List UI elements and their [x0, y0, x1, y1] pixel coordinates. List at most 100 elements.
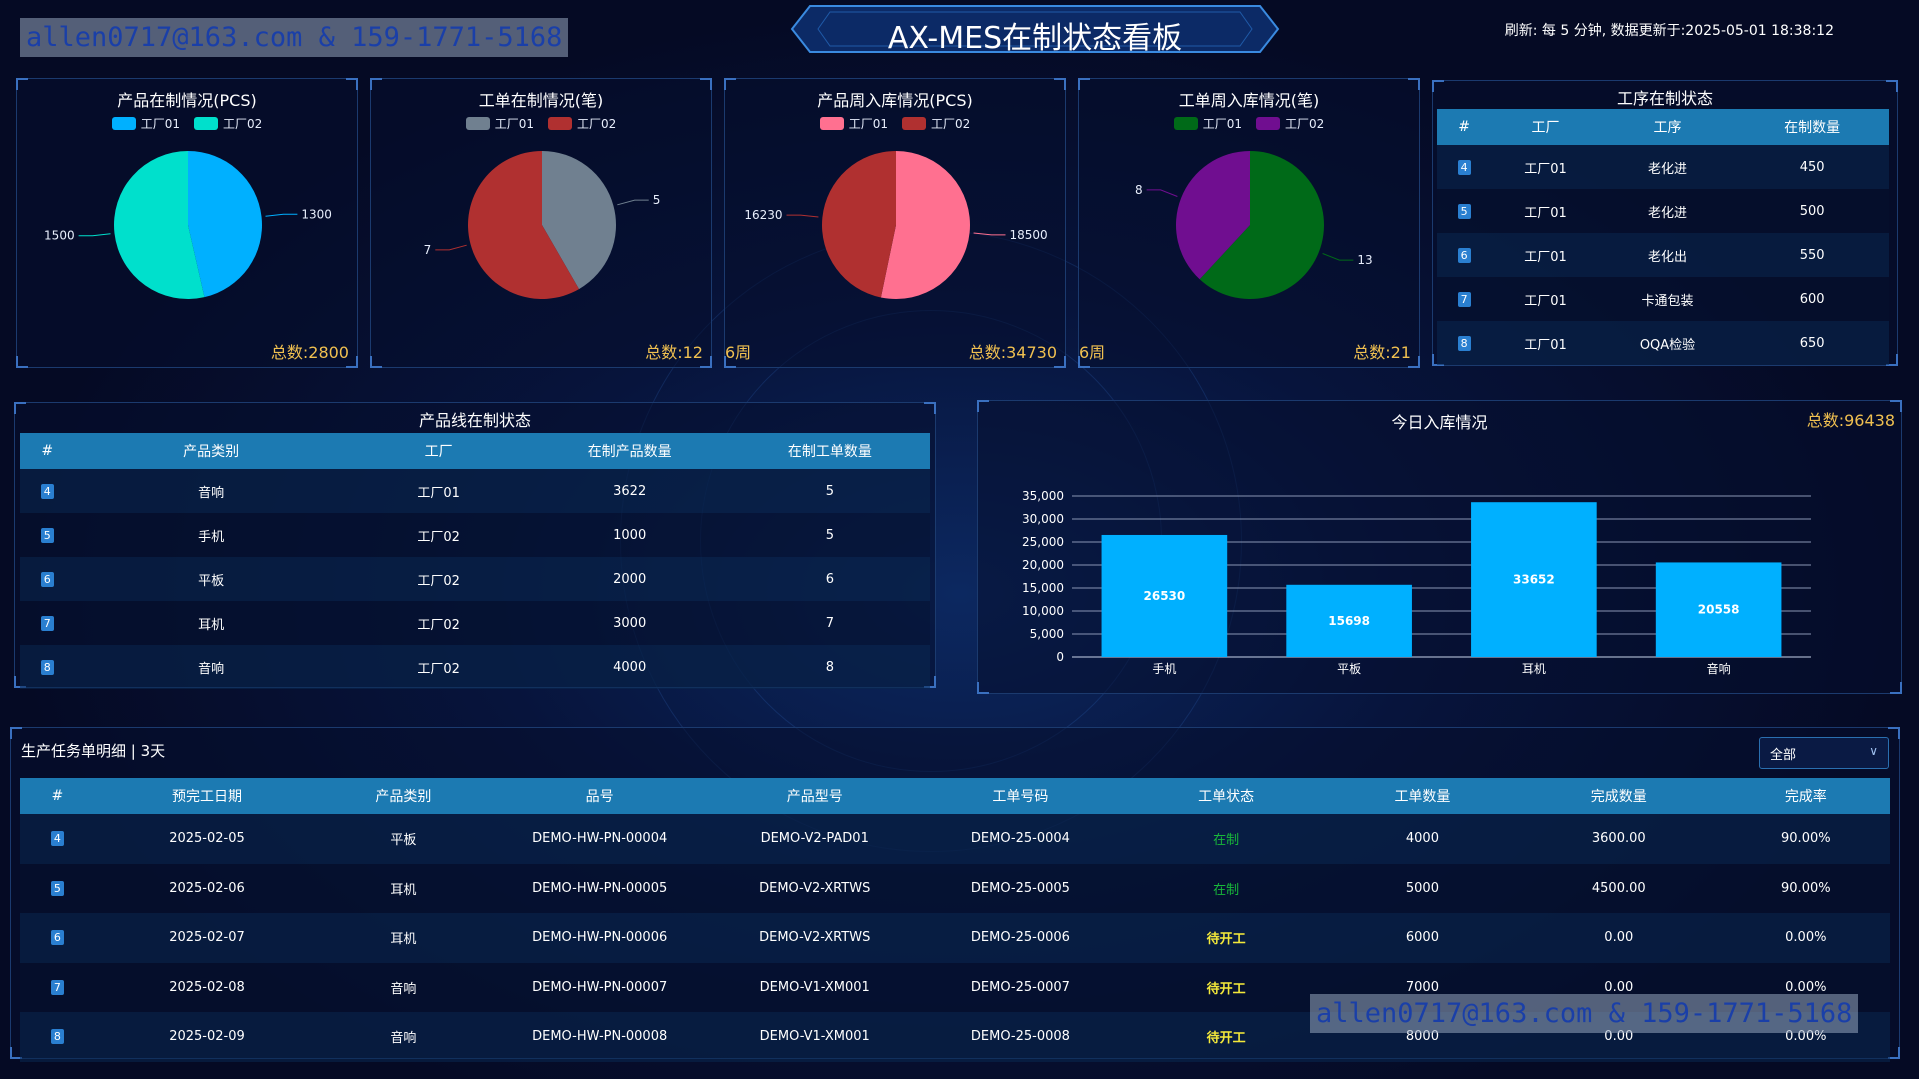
legend-item[interactable]: 工厂01	[1173, 115, 1242, 132]
pie-total: 总数:2800	[270, 343, 349, 362]
row-index-badge: 5	[1457, 203, 1471, 219]
table-row[interactable]: 4 音响 工厂01 3622 5	[20, 469, 930, 513]
pie-slice-label: 5	[653, 193, 661, 207]
pie-title: 工单在制情况(笔)	[478, 91, 604, 110]
pie-legend: 工厂01 工厂02	[371, 115, 711, 132]
legend-label: 工厂02	[577, 117, 617, 131]
product-line-table: # 产品类别 工厂 在制产品数量 在制工单数量 4 音响 工厂01 3622 5 5 手机 工厂02 1…	[20, 433, 930, 689]
column-header: 工单状态	[1123, 778, 1329, 814]
column-header: 工单数量	[1328, 778, 1516, 814]
table-row[interactable]: 5 工厂01 老化进 500	[1437, 189, 1889, 233]
legend-item[interactable]: 工厂01	[465, 115, 534, 132]
table-cell: 老化出	[1647, 249, 1687, 265]
table-cell: 4500.00	[1591, 880, 1646, 896]
table-cell: 工厂01	[1524, 161, 1567, 177]
legend-label: 工厂01	[1202, 117, 1242, 131]
row-index-cell: 8	[20, 1012, 95, 1062]
table-row[interactable]: 5 2025-02-06 耳机 DEMO-HW-PN-00005 DEMO-V2-XRT…	[20, 863, 1890, 913]
row-index-badge: 4	[50, 831, 64, 847]
process-status-title: 工序在制状态	[1616, 89, 1713, 108]
row-index-badge: 4	[40, 483, 54, 499]
table-cell: DEMO-25-0006	[970, 930, 1070, 946]
table-cell: 耳机	[198, 617, 225, 633]
table-cell: DEMO-25-0004	[970, 831, 1070, 847]
table-row[interactable]: 7 工厂01 卡通包装 600	[1437, 277, 1889, 321]
pie-total: 总数:12	[645, 343, 703, 362]
pie-slice[interactable]	[1199, 151, 1324, 299]
table-row[interactable]: 4 工厂01 老化进 450	[1437, 145, 1889, 189]
table-cell: DEMO-25-0007	[970, 979, 1070, 995]
table-cell: 工厂01	[1524, 205, 1567, 221]
x-tick-label: 耳机	[1522, 662, 1546, 676]
y-tick-label: 35,000	[1022, 489, 1064, 503]
refresh-status: 刷新: 每 5 分钟, 数据更新于:2025-05-01 18:38:12	[1504, 23, 1834, 39]
row-index-badge: 7	[40, 615, 54, 631]
table-cell: 8000	[1405, 1029, 1439, 1045]
status-badge: 在制	[1213, 833, 1240, 849]
pie-label-line	[78, 233, 111, 237]
table-cell: 4000	[1405, 831, 1439, 847]
bar[interactable]	[1286, 584, 1412, 657]
table-cell: 2025-02-05	[169, 831, 245, 847]
table-cell: 2000	[613, 571, 647, 587]
column-header: 工单号码	[917, 778, 1124, 814]
table-row[interactable]: 5 手机 工厂02 1000 5	[20, 513, 930, 557]
legend-item[interactable]: 工厂02	[194, 115, 262, 132]
bar-value-label: 33652	[1513, 573, 1555, 587]
table-cell: 耳机	[390, 882, 417, 898]
table-cell: 老化进	[1647, 161, 1687, 177]
watermark-bottom: allen0717@163.com & 159-1771-5168	[1310, 994, 1859, 1033]
table-row[interactable]: 4 2025-02-05 平板 DEMO-HW-PN-00004 DEMO-V2-PAD…	[20, 814, 1890, 864]
y-tick-label: 25,000	[1022, 535, 1064, 549]
table-row[interactable]: 6 2025-02-07 耳机 DEMO-HW-PN-00006 DEMO-V2-XRT…	[20, 913, 1890, 963]
pie-slice[interactable]	[1176, 151, 1250, 280]
legend-item[interactable]: 工厂02	[902, 115, 970, 132]
table-cell: 音响	[390, 981, 417, 997]
column-header: 在制工单数量	[729, 433, 930, 469]
pie-slice[interactable]	[880, 151, 970, 299]
table-cell: 2025-02-07	[169, 930, 245, 946]
table-cell: 工厂01	[1524, 249, 1567, 265]
pie-slice-label: 1300	[301, 207, 332, 221]
product-line-panel: 产品线在制状态 # 产品类别 工厂 在制产品数量 在制工单数量 4 音响 工厂01 3622 5…	[14, 402, 936, 689]
bar[interactable]	[1655, 562, 1782, 657]
today-inbound-panel: 今日入库情况 总数:96438 0 5,000 10,000 15,000 20,000…	[977, 400, 1902, 694]
pie-slice-label: 1500	[44, 229, 75, 243]
pie-slice[interactable]	[114, 151, 205, 299]
pie-panel-3: 工单周入库情况(笔) 工厂01 工厂02 6周 总数:21 13 8	[1078, 78, 1420, 368]
pie-slice[interactable]	[188, 151, 263, 298]
table-row[interactable]: 7 耳机 工厂02 3000 7	[20, 601, 930, 645]
table-row[interactable]: 6 工厂01 老化出 550	[1437, 233, 1889, 277]
row-index-cell: 6	[20, 913, 95, 963]
table-cell: DEMO-V2-XRTWS	[759, 930, 871, 946]
table-cell: 音响	[390, 1031, 417, 1047]
column-header: #	[20, 778, 95, 814]
column-header: 预完工日期	[94, 778, 320, 814]
bar[interactable]	[1101, 534, 1228, 657]
table-cell: 3000	[613, 615, 647, 631]
legend-item[interactable]: 工厂01	[111, 115, 180, 132]
watermark-top: allen0717@163.com & 159-1771-5168	[20, 18, 569, 57]
table-cell: 平板	[198, 573, 225, 589]
pie-slice[interactable]	[542, 151, 616, 290]
table-row[interactable]: 8 工厂01 OQA检验 650	[1437, 321, 1889, 365]
legend-label: 工厂02	[931, 117, 971, 131]
legend-swatch	[111, 117, 136, 130]
legend-swatch	[465, 117, 490, 130]
table-cell: 5000	[1405, 880, 1439, 896]
bar[interactable]	[1471, 502, 1597, 657]
pie-panel-2: 产品周入库情况(PCS) 工厂01 工厂02 6周 总数:34730 18500 1…	[724, 78, 1066, 368]
legend-item[interactable]: 工厂02	[548, 115, 616, 132]
pie-slice[interactable]	[821, 151, 896, 298]
legend-item[interactable]: 工厂01	[819, 115, 888, 132]
pie-title: 工单周入库情况(笔)	[1178, 91, 1320, 110]
legend-label: 工厂01	[848, 117, 888, 131]
table-cell: 6	[825, 571, 835, 587]
table-row[interactable]: 6 平板 工厂02 2000 6	[20, 557, 930, 601]
legend-item[interactable]: 工厂02	[1256, 115, 1324, 132]
table-cell: 工厂01	[1524, 293, 1567, 309]
task-filter-select[interactable]: 全部 ∨	[1759, 737, 1889, 769]
table-cell: 90.00%	[1781, 880, 1831, 896]
pie-slice[interactable]	[467, 151, 579, 299]
table-row[interactable]: 8 音响 工厂02 4000 8	[20, 645, 930, 689]
